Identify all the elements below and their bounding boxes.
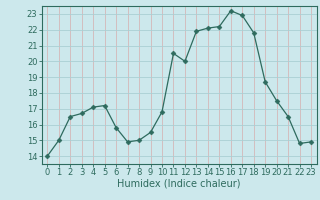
X-axis label: Humidex (Indice chaleur): Humidex (Indice chaleur) — [117, 179, 241, 189]
